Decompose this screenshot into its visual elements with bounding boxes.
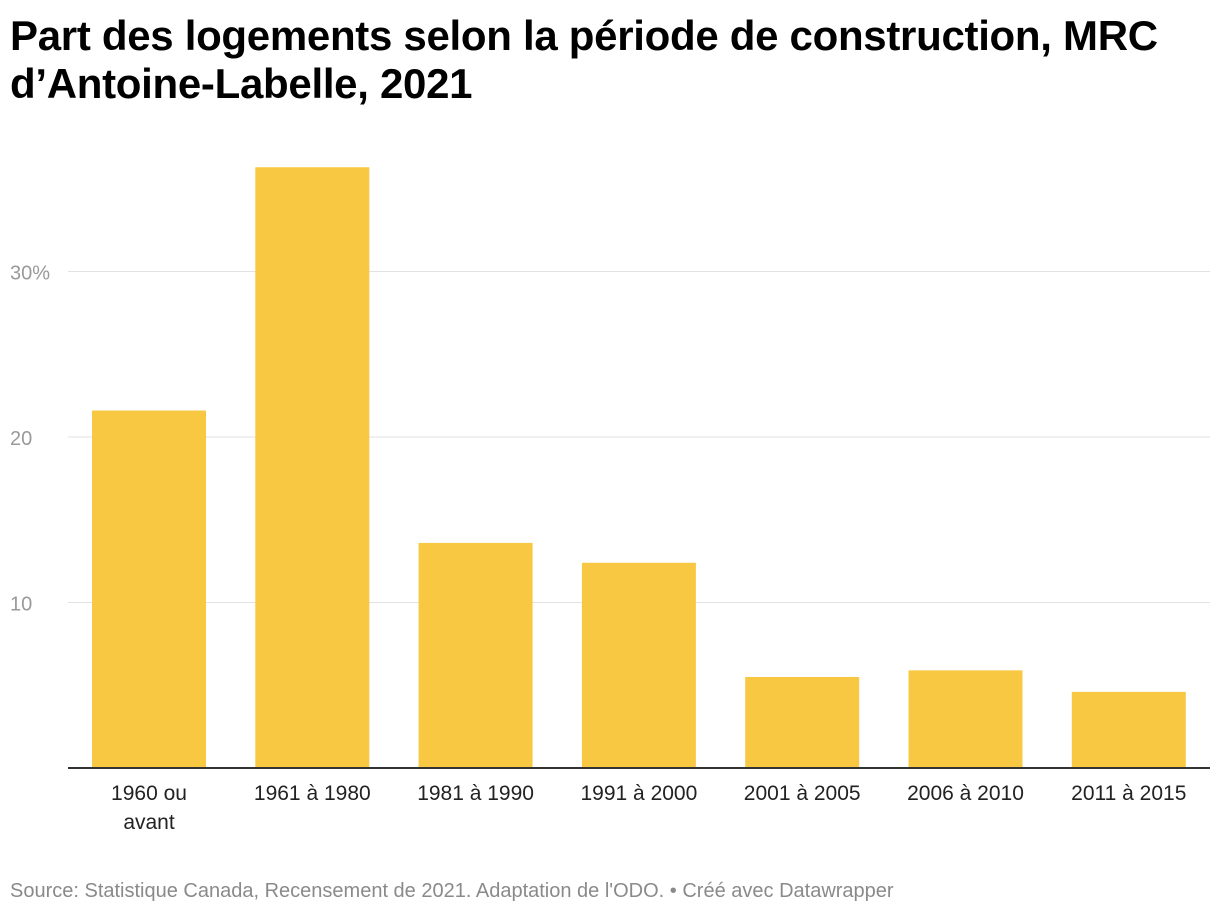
y-tick-label-20: 20 [10, 428, 32, 450]
bar-1 [92, 410, 206, 768]
gridlines [68, 271, 1210, 603]
bars [92, 167, 1186, 769]
source-footer: Source: Statistique Canada, Recensement … [10, 880, 894, 903]
bar-3 [418, 542, 533, 768]
x-tick-label-4: 1991 à 2000 [581, 782, 698, 805]
y-tick-label-10: 10 [10, 594, 32, 616]
bar-2 [255, 167, 370, 769]
x-tick-label-6: 2006 à 2010 [907, 782, 1024, 805]
chart-title: Part des logements selon la période de c… [10, 12, 1158, 107]
footer-separator: • [664, 880, 683, 902]
bar-6 [908, 670, 1023, 768]
bar-chart: 10 20 30% 1960 ou avant 1961 à 1980 1981 à 199… [10, 167, 1210, 834]
bar-5 [745, 676, 860, 768]
x-tick-label-2: 1961 à 1980 [254, 782, 371, 805]
x-tick-label-7: 2011 à 2015 [1071, 782, 1186, 805]
y-tick-label-30: 30% [10, 263, 50, 285]
x-tick-label-3: 1981 à 1990 [417, 782, 534, 805]
bar-7 [1071, 691, 1186, 768]
x-tick-label-5: 2001 à 2005 [744, 782, 861, 805]
credit-text: Créé avec Datawrapper [682, 880, 894, 902]
x-tick-label-1: 1960 ou avant [111, 782, 187, 834]
source-text: Source: Statistique Canada, Recensement … [10, 880, 665, 902]
bar-4 [581, 562, 696, 768]
axes: 10 20 30% 1960 ou avant 1961 à 1980 1981 à 199… [10, 263, 1210, 834]
